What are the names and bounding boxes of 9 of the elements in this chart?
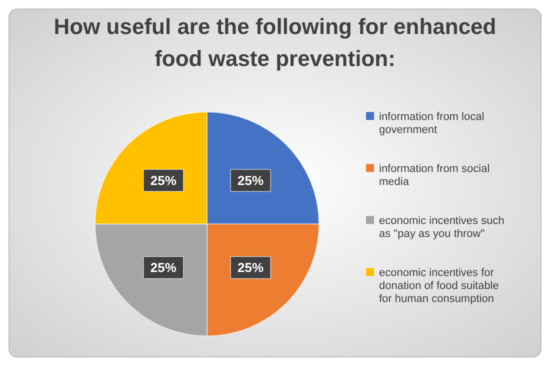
legend-label: economic incentives for donation of food suitable for human consumption bbox=[379, 267, 499, 305]
legend-label: economic incentives such as "pay as you throw" bbox=[379, 215, 504, 240]
chart-title: How useful are the following for enhanced food waste prevention: bbox=[54, 14, 496, 71]
data-label: 25% bbox=[238, 172, 264, 188]
legend-label: information from local government bbox=[379, 111, 484, 136]
data-label: 25% bbox=[238, 260, 264, 276]
legend-label: information from social media bbox=[379, 163, 490, 188]
data-label: 25% bbox=[150, 172, 177, 188]
data-label: 25% bbox=[150, 260, 177, 276]
